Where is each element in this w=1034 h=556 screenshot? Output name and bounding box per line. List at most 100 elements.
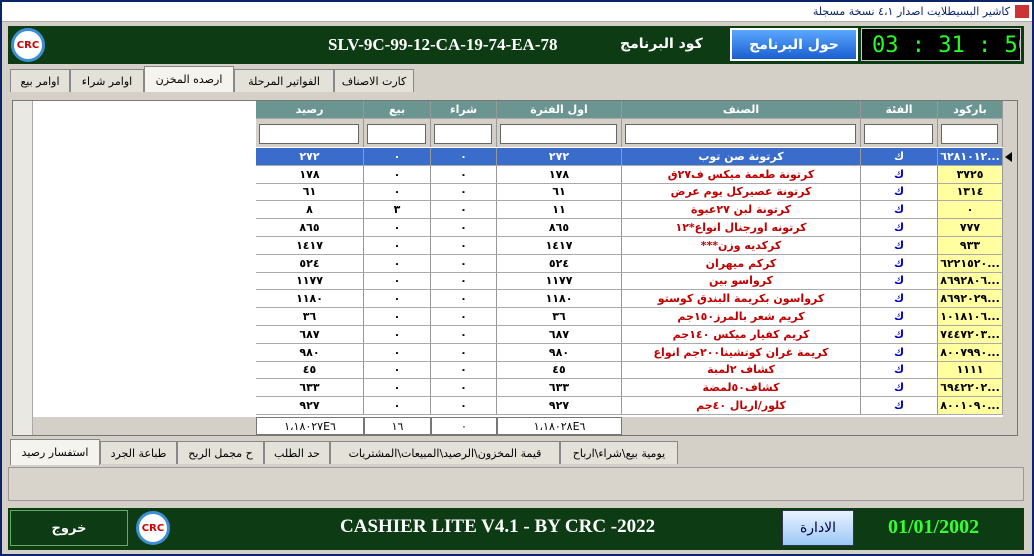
- table-cell[interactable]: كريمة غران كوتشينا٢٠٠جم انواع: [622, 343, 861, 362]
- table-cell[interactable]: ك: [861, 326, 938, 344]
- table-cell[interactable]: ...٨٠٠٧٩٩٠: [938, 343, 1003, 362]
- filter-input[interactable]: [941, 124, 998, 144]
- table-cell[interactable]: ٠: [431, 254, 497, 273]
- table-cell[interactable]: ٠: [431, 361, 497, 380]
- table-cell[interactable]: ١١٧٧: [256, 272, 364, 291]
- table-cell[interactable]: ك: [861, 183, 938, 202]
- table-cell[interactable]: كرتونة عصيركل يوم عرض: [622, 183, 861, 202]
- table-cell[interactable]: ٠: [364, 183, 431, 202]
- table-cell[interactable]: ...٧٤٤٧٢٠٣: [938, 326, 1003, 344]
- table-cell[interactable]: ٠: [364, 379, 431, 398]
- table-cell[interactable]: ...١٠١٨١٠٦: [938, 308, 1003, 326]
- table-cell[interactable]: ٠: [364, 254, 431, 273]
- table-cell[interactable]: كركم ميهران: [622, 254, 861, 273]
- table-cell[interactable]: ٠: [364, 308, 431, 326]
- table-cell[interactable]: ٠: [364, 219, 431, 237]
- tab[interactable]: اوامر شراء: [70, 69, 144, 92]
- filter-input[interactable]: [434, 124, 492, 144]
- report-tab[interactable]: استفسار رصيد: [10, 439, 100, 465]
- table-cell[interactable]: ١٧٨: [497, 165, 622, 184]
- table-cell[interactable]: ٠: [431, 201, 497, 220]
- table-cell[interactable]: ٠: [364, 165, 431, 184]
- table-cell[interactable]: ١٤١٧: [497, 237, 622, 255]
- table-cell[interactable]: ك: [861, 201, 938, 220]
- table-cell[interactable]: كرتونة طعمة ميكس ف٢٧ق: [622, 165, 861, 184]
- admin-button[interactable]: الادارة: [782, 510, 854, 546]
- table-cell[interactable]: ٠: [431, 379, 497, 398]
- table-cell[interactable]: ٩٢٧: [497, 397, 622, 415]
- table-cell[interactable]: ٩٢٧: [256, 397, 364, 415]
- table-cell[interactable]: كلور/اريال ٤٠جم: [622, 397, 861, 415]
- column-header[interactable]: رصيد: [256, 101, 364, 119]
- table-cell[interactable]: ١٣١٤: [938, 183, 1003, 202]
- table-cell[interactable]: ٠: [431, 326, 497, 344]
- table-cell[interactable]: ٣٦: [497, 308, 622, 326]
- table-cell[interactable]: ١١٨٠: [256, 290, 364, 309]
- table-cell[interactable]: ك: [861, 237, 938, 255]
- column-header[interactable]: بيع: [364, 101, 431, 119]
- table-cell[interactable]: ٠: [431, 290, 497, 309]
- table-cell[interactable]: ك: [861, 379, 938, 398]
- table-cell[interactable]: كشاف ٢لمبة: [622, 361, 861, 380]
- table-cell[interactable]: ٦٨٧: [256, 326, 364, 344]
- table-cell[interactable]: ...٨٦٩٢٨٠٦: [938, 272, 1003, 291]
- table-cell[interactable]: كرواسو بين: [622, 272, 861, 291]
- column-header[interactable]: الفئة: [861, 101, 938, 119]
- table-cell[interactable]: كرتونه اورجنال انواع*١٢: [622, 219, 861, 237]
- table-cell[interactable]: ٧٧٧: [938, 219, 1003, 237]
- table-cell[interactable]: ١٧٨: [256, 165, 364, 184]
- about-button[interactable]: حول البرنامج: [730, 28, 858, 61]
- table-cell[interactable]: ٦٣٣: [256, 379, 364, 398]
- report-tab[interactable]: ح مجمل الربح: [177, 441, 264, 464]
- report-tab[interactable]: قيمة المخزون\الرصيد\المبيعات\المشتريات: [330, 441, 560, 464]
- table-cell[interactable]: ...٦٩٤٢٢٠٢: [938, 379, 1003, 398]
- table-cell[interactable]: ٠: [431, 219, 497, 237]
- table-cell[interactable]: ١١٨٠: [497, 290, 622, 309]
- table-cell[interactable]: ٢٧٢: [497, 148, 622, 166]
- filter-input[interactable]: [259, 124, 359, 144]
- report-tab[interactable]: يومية بيع\شراء\ارباح: [560, 441, 678, 464]
- table-cell[interactable]: ٤٥: [256, 361, 364, 380]
- table-cell[interactable]: ٤٥: [497, 361, 622, 380]
- table-cell[interactable]: ٠: [431, 272, 497, 291]
- tab[interactable]: كارت الاصناف: [334, 69, 414, 92]
- table-cell[interactable]: ٠: [364, 361, 431, 380]
- table-cell[interactable]: ٦١: [256, 183, 364, 202]
- report-tab[interactable]: حد الطلب: [264, 441, 330, 464]
- table-cell[interactable]: ك: [861, 254, 938, 273]
- table-cell[interactable]: ٠: [364, 237, 431, 255]
- table-cell[interactable]: ٠: [364, 272, 431, 291]
- table-cell[interactable]: ١٤١٧: [256, 237, 364, 255]
- table-cell[interactable]: ٠: [364, 290, 431, 309]
- table-cell[interactable]: ك: [861, 308, 938, 326]
- table-cell[interactable]: ٠: [431, 165, 497, 184]
- column-header[interactable]: شراء: [431, 101, 497, 119]
- column-header[interactable]: اول الفترة: [497, 101, 622, 119]
- table-cell[interactable]: ٨: [256, 201, 364, 220]
- column-header[interactable]: الصنف: [622, 101, 861, 119]
- table-cell[interactable]: ٦١: [497, 183, 622, 202]
- table-cell[interactable]: ٠: [431, 148, 497, 166]
- tab[interactable]: ارصده المخزن: [144, 66, 234, 92]
- tab[interactable]: الفواتير المرحلة: [234, 69, 334, 92]
- table-cell[interactable]: ٨٦٥: [256, 219, 364, 237]
- table-cell[interactable]: ٠: [431, 397, 497, 415]
- table-cell[interactable]: ...٦٢٨١٠١٢: [938, 148, 1003, 166]
- filter-input[interactable]: [500, 124, 617, 144]
- table-cell[interactable]: ٣٦: [256, 308, 364, 326]
- table-cell[interactable]: ٠: [431, 343, 497, 362]
- table-cell[interactable]: كشاف٥٠لمضة: [622, 379, 861, 398]
- table-cell[interactable]: ...٨٦٩٢٠٢٩: [938, 290, 1003, 309]
- report-tab[interactable]: طباعة الجرد: [100, 441, 177, 464]
- table-cell[interactable]: ٠: [431, 308, 497, 326]
- table-cell[interactable]: كريم كفيار ميكس ١٤٠جم: [622, 326, 861, 344]
- table-cell[interactable]: ٠: [938, 201, 1003, 220]
- table-cell[interactable]: ٠: [364, 148, 431, 166]
- table-cell[interactable]: كركديه وزن***: [622, 237, 861, 255]
- table-cell[interactable]: ٦٨٧: [497, 326, 622, 344]
- table-cell[interactable]: ك: [861, 290, 938, 309]
- filter-input[interactable]: [864, 124, 933, 144]
- table-cell[interactable]: ٩٨٠: [256, 343, 364, 362]
- exit-button[interactable]: خروج: [10, 510, 128, 546]
- table-cell[interactable]: ٠: [364, 397, 431, 415]
